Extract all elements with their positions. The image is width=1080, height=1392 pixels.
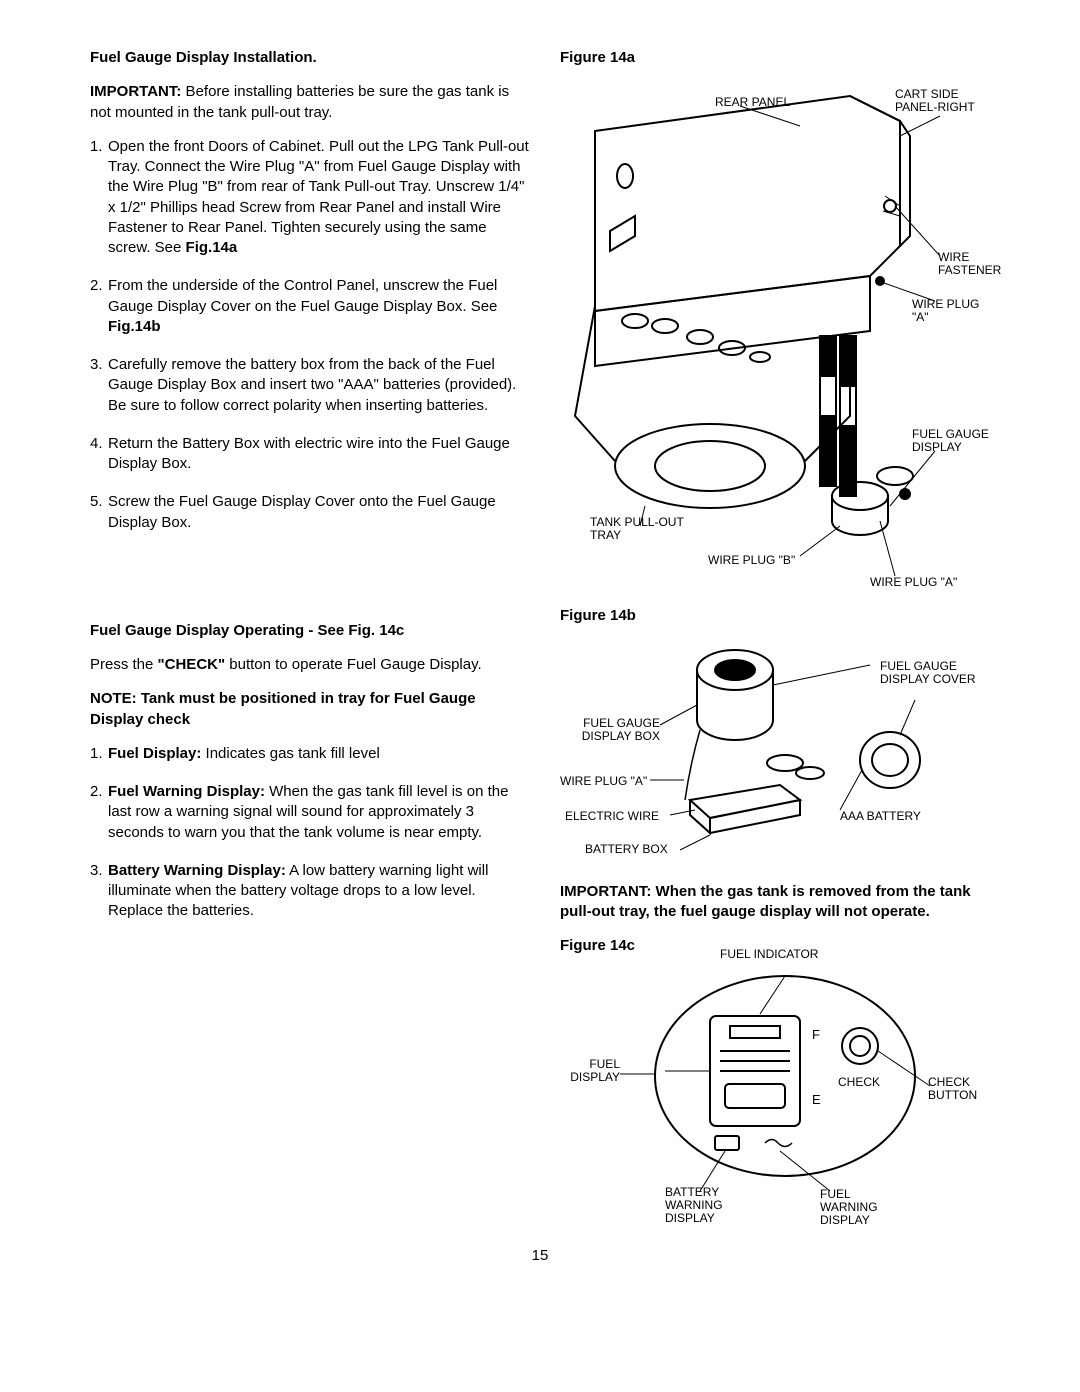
label-rear-panel: REAR PANEL	[715, 96, 790, 109]
label-tank-pullout: TANK PULL-OUT TRAY	[590, 516, 684, 542]
label-fuel-display: FUEL DISPLAY	[570, 1058, 620, 1084]
label-wire-plug-a1: WIRE PLUG "A"	[912, 298, 990, 324]
label-wire-plug-a2: WIRE PLUG "A"	[870, 576, 957, 589]
svg-text:CHECK: CHECK	[838, 1075, 880, 1089]
page-number: 15	[90, 1246, 990, 1266]
step-2: 2.From the underside of the Control Pane…	[90, 276, 530, 337]
label-battery-box: BATTERY BOX	[585, 843, 668, 856]
label-aaa-battery: AAA BATTERY	[840, 810, 921, 823]
fig14a-title: Figure 14a	[560, 48, 990, 68]
figure-14a: REAR PANEL CART SIDE PANEL-RIGHT WIRE FA…	[560, 76, 990, 596]
label-battery-warning: BATTERY WARNING DISPLAY	[665, 1186, 723, 1226]
label-fuel-warning: FUEL WARNING DISPLAY	[820, 1188, 878, 1228]
label-fuel-gauge-cover: FUEL GAUGE DISPLAY COVER	[880, 660, 976, 686]
right-column: Figure 14a	[560, 48, 990, 1226]
svg-text:E: E	[812, 1092, 821, 1107]
label-wire-plug-b: WIRE PLUG "B"	[708, 554, 795, 567]
operating-title: Fuel Gauge Display Operating - See Fig. …	[90, 621, 530, 641]
note-text: NOTE: Tank must be positioned in tray fo…	[90, 689, 530, 730]
label-electric-wire: ELECTRIC WIRE	[565, 810, 659, 823]
op-1: 1.Fuel Display: Indicates gas tank fill …	[90, 744, 530, 764]
install-steps: 1.Open the front Doors of Cabinet. Pull …	[90, 137, 530, 533]
step-5: 5.Screw the Fuel Gauge Display Cover ont…	[90, 492, 530, 533]
label-fuel-indicator: FUEL INDICATOR	[720, 948, 818, 961]
svg-text:F: F	[812, 1027, 820, 1042]
figure-14b: FUEL GAUGE DISPLAY COVER FUEL GAUGE DISP…	[560, 635, 990, 870]
operating-list: 1.Fuel Display: Indicates gas tank fill …	[90, 744, 530, 922]
fig14b-title: Figure 14b	[560, 606, 990, 626]
fig14c-svg: F E CHECK	[560, 936, 990, 1226]
label-wire-plug-a-b: WIRE PLUG "A"	[560, 775, 647, 788]
fig14c-title: Figure 14c	[560, 936, 635, 956]
left-column: Fuel Gauge Display Installation. IMPORTA…	[90, 48, 530, 1226]
important-para: IMPORTANT: Before installing batteries b…	[90, 82, 530, 123]
important-label: IMPORTANT:	[90, 83, 181, 100]
label-fuel-gauge-box: FUEL GAUGE DISPLAY BOX	[570, 717, 660, 743]
label-wire-fastener: WIRE FASTENER	[938, 251, 1001, 277]
step-3: 3.Carefully remove the battery box from …	[90, 355, 530, 416]
operating-text: Press the "CHECK" button to operate Fuel…	[90, 655, 530, 675]
label-cart-side: CART SIDE PANEL-RIGHT	[895, 88, 975, 114]
important-note-right: IMPORTANT: When the gas tank is removed …	[560, 882, 990, 923]
label-fuel-gauge-display: FUEL GAUGE DISPLAY	[912, 428, 989, 454]
step-4: 4.Return the Battery Box with electric w…	[90, 434, 530, 475]
op-3: 3.Battery Warning Display: A low battery…	[90, 861, 530, 922]
step-1: 1.Open the front Doors of Cabinet. Pull …	[90, 137, 530, 259]
install-title: Fuel Gauge Display Installation.	[90, 48, 530, 68]
op-2: 2.Fuel Warning Display: When the gas tan…	[90, 782, 530, 843]
figure-14c: Figure 14c	[560, 936, 990, 1226]
label-check-button: CHECK BUTTON	[928, 1076, 977, 1102]
